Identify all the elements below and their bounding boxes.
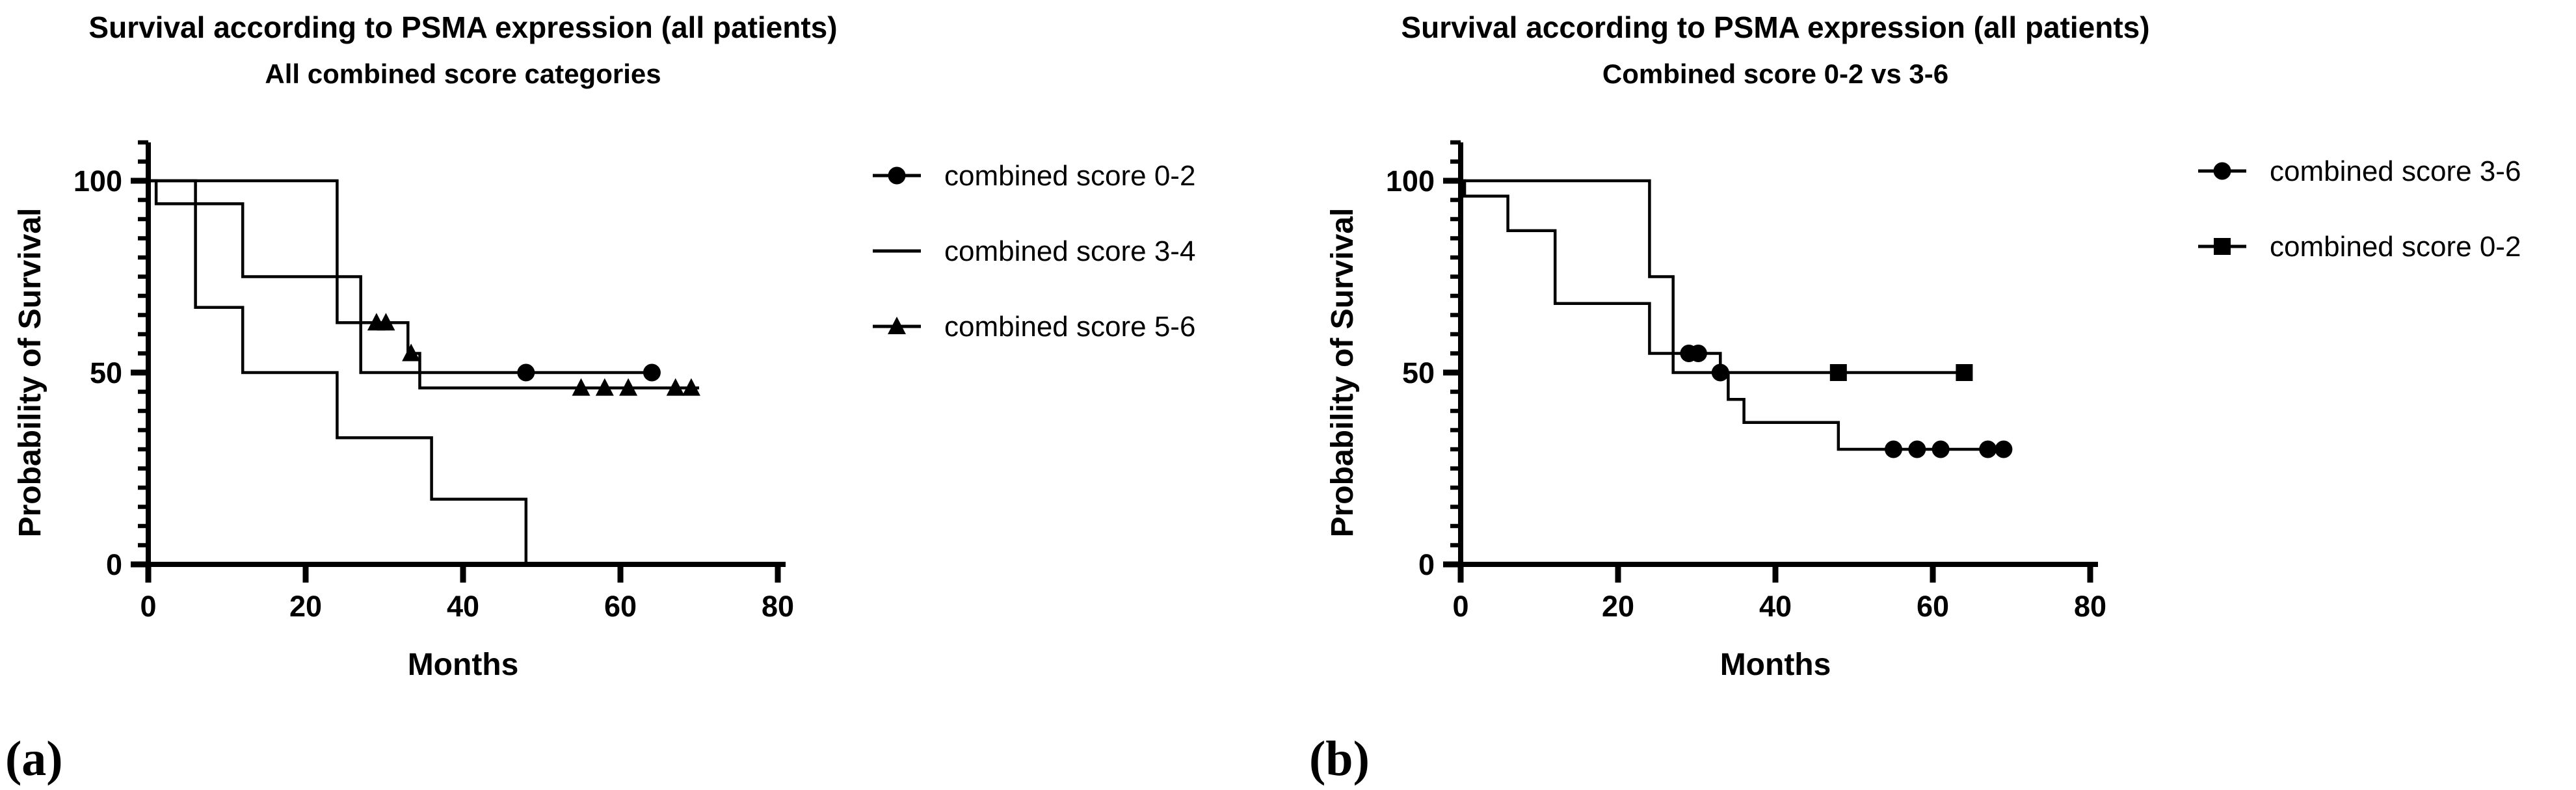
legend-label: combined score 5-6 (944, 311, 1195, 343)
circle-censor-icon (643, 363, 661, 382)
censor-marker (517, 363, 535, 382)
censor-marker (1932, 440, 1950, 458)
circle-censor-icon (1885, 440, 1902, 458)
x-axis-tick-label: 80 (2074, 590, 2106, 623)
legend-label: combined score 0-2 (2270, 231, 2521, 263)
triangle-censor-icon (572, 378, 591, 396)
y-axis-tick-label: 50 (1402, 356, 1435, 389)
x-axis-tick-label: 60 (604, 590, 637, 623)
legend-label: combined score 3-4 (944, 235, 1195, 267)
panel-b: Survival according to PSMA expression (a… (1309, 10, 2521, 786)
x-axis-tick-label: 60 (1917, 590, 1949, 623)
censor-marker (1995, 440, 2013, 458)
km-curve-combined-score-0-2 (148, 179, 660, 375)
panel-b-xaxis-title: Months (1720, 648, 1831, 682)
panel-a-xaxis-title: Months (408, 648, 519, 682)
panel-b-corner-label: (b) (1309, 731, 1370, 786)
legend-square-icon (2214, 238, 2231, 255)
circle-censor-icon (1995, 440, 2013, 458)
censor-marker (1885, 440, 1902, 458)
km-curve-combined-score-3-4 (148, 179, 528, 564)
triangle-censor-icon (377, 313, 395, 331)
censor-marker (572, 378, 591, 396)
legend-label: combined score 0-2 (944, 160, 1195, 192)
y-axis-tick-label: 100 (73, 165, 122, 198)
panel-b-legend: combined score 3-6 combined score 0-2 (2198, 155, 2521, 263)
circle-censor-icon (517, 363, 535, 382)
panel-b-subtitle: Combined score 0-2 vs 3-6 (1602, 59, 1948, 89)
triangle-censor-icon (619, 378, 638, 396)
panel-b-title: Survival according to PSMA expression (a… (1401, 10, 2149, 44)
censor-marker (1829, 364, 1847, 381)
triangle-censor-icon (666, 378, 685, 396)
triangle-censor-icon (595, 378, 614, 396)
circle-censor-icon (1908, 440, 1926, 458)
circle-censor-icon (1979, 440, 1997, 458)
triangle-censor-icon (682, 378, 700, 396)
legend-entry: combined score 0-2 (873, 160, 1195, 192)
panel-a-title: Survival according to PSMA expression (a… (88, 10, 837, 44)
censor-marker (1689, 345, 1707, 362)
x-axis-tick-label: 80 (762, 590, 794, 623)
panel-a-legend: combined score 0-2 combined score 3-4 comb… (873, 160, 1195, 343)
panel-a-plot: 0 20 40 60 80 0 50 100 (73, 140, 794, 623)
panel-a: Survival according to PSMA expression (a… (5, 10, 1195, 786)
censor-marker (1979, 440, 1997, 458)
y-axis-tick-label: 0 (1418, 548, 1435, 581)
censor-marker (377, 313, 395, 331)
panel-b-yaxis-title: Probability of Survival (1325, 208, 1360, 538)
triangle-censor-icon (402, 343, 421, 362)
censor-marker (1908, 440, 1926, 458)
legend-entry: combined score 0-2 (2198, 231, 2521, 263)
circle-censor-icon (1689, 345, 1707, 362)
legend-circle-icon (2213, 162, 2231, 180)
legend-entry: combined score 3-4 (873, 235, 1195, 267)
censor-marker (619, 378, 638, 396)
censor-marker (682, 378, 700, 396)
panel-a-subtitle: All combined score categories (265, 59, 661, 89)
km-curve-combined-score-3-6 (1461, 179, 2012, 451)
km-curve-combined-score-5-6 (148, 179, 699, 389)
censor-marker (595, 378, 614, 396)
km-curve-combined-score-0-2 (1461, 179, 1972, 375)
x-axis-tick-label: 0 (1452, 590, 1468, 623)
panel-a-corner-label: (a) (5, 731, 63, 786)
x-axis-tick-label: 20 (289, 590, 322, 623)
censor-marker (643, 363, 661, 382)
legend-label: combined score 3-6 (2270, 155, 2521, 187)
legend-circle-icon (888, 166, 906, 185)
square-censor-icon (1956, 364, 1973, 381)
x-axis-tick-label: 40 (1759, 590, 1792, 623)
x-axis-tick-label: 20 (1602, 590, 1634, 623)
y-axis-tick-label: 50 (90, 356, 122, 389)
square-censor-icon (1829, 364, 1847, 381)
censor-marker (402, 343, 421, 362)
panel-a-yaxis-title: Probability of Survival (13, 208, 47, 538)
y-axis-tick-label: 100 (1386, 165, 1435, 198)
x-axis-tick-label: 40 (447, 590, 479, 623)
x-axis-tick-label: 0 (140, 590, 156, 623)
panel-b-plot: 0 20 40 60 80 0 50 100 (1386, 140, 2106, 623)
legend-entry: combined score 5-6 (873, 311, 1195, 343)
censor-marker (1956, 364, 1973, 381)
circle-censor-icon (1932, 440, 1950, 458)
y-axis-tick-label: 0 (106, 548, 122, 581)
legend-triangle-icon (888, 317, 906, 334)
censor-marker (666, 378, 685, 396)
legend-entry: combined score 3-6 (2198, 155, 2521, 187)
